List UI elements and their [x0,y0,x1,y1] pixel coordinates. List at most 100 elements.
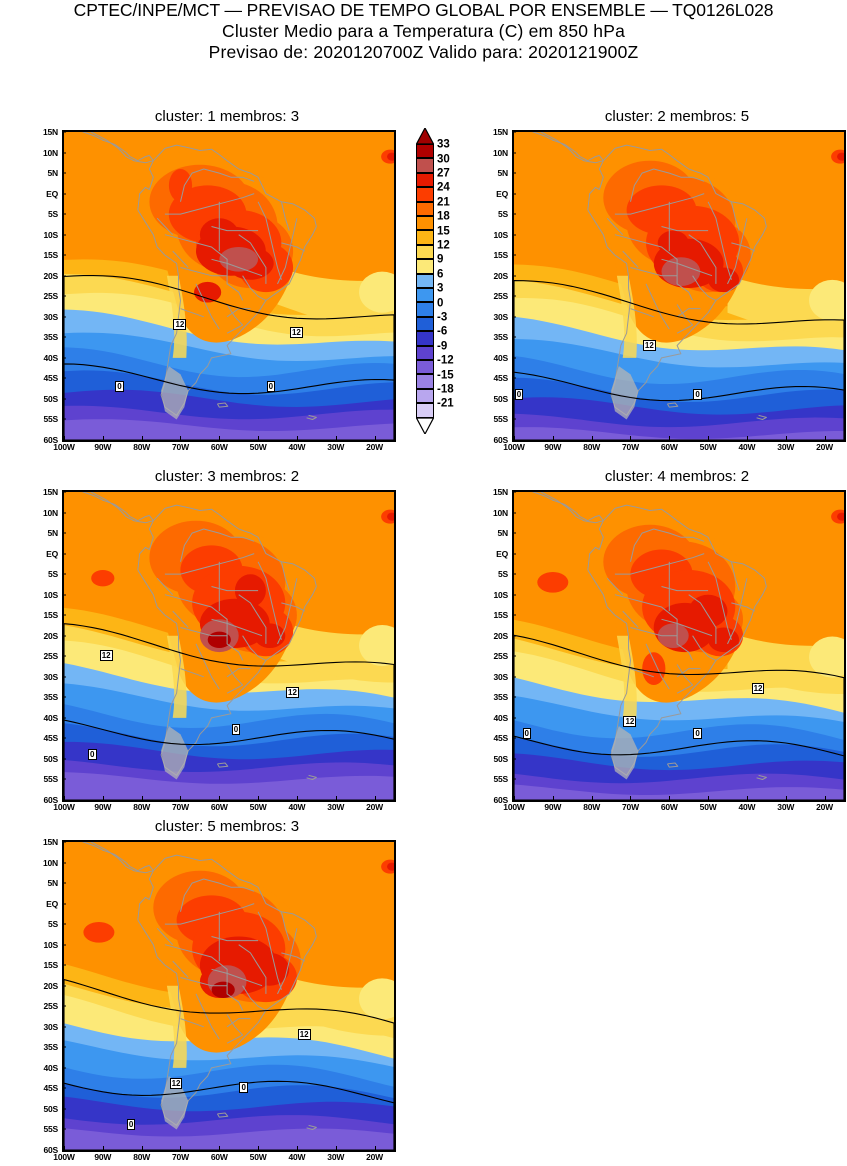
y-axis-tick-label: 5S [48,919,58,930]
y-axis-tick-mark [62,614,66,616]
y-axis-tick-mark [512,512,516,514]
colorbar-tick-label: 0 [437,297,444,310]
panel-title: cluster: 3 membros: 2 [154,468,300,485]
y-axis-tick-label: 50S [43,393,58,404]
x-axis-tick-mark [64,796,65,800]
x-axis-tick-label: 80W [583,802,601,812]
x-axis-tick-mark [514,436,515,440]
x-axis-tick-mark [219,1146,221,1150]
x-axis-tick-mark [591,436,593,440]
y-axis-tick-mark [62,377,66,379]
x-axis-tick-label: 20W [366,1152,384,1162]
x-axis-tick-label: 40W [288,1152,306,1162]
y-axis-tick-mark [62,193,66,195]
y-axis-tick-label: 40S [43,1062,58,1073]
x-axis-tick-label: 20W [816,442,834,452]
y-axis-tick-mark [62,1087,66,1089]
contour-label: 12 [751,683,765,695]
y-axis-tick-mark [512,553,516,555]
map-plot-area[interactable]: 12 12 0 0 [62,840,396,1152]
y-axis-tick-label: 10N [43,507,58,518]
y-axis-tick-label: 50S [43,753,58,764]
contour-label: 12 [286,687,299,699]
y-axis-tick-mark [62,573,66,575]
y-axis-tick-mark [62,275,66,277]
colorbar-tick-label: 27 [437,167,450,180]
y-axis-tick-label: 50S [493,393,508,404]
x-axis-tick-mark [374,436,376,440]
contour-label: 0 [115,380,124,392]
y-axis-tick-label: EQ [496,188,508,199]
x-axis-tick-label: 90W [94,442,112,452]
colorbar-swatch [416,374,434,389]
y-axis-tick-label: 50S [493,753,508,764]
colorbar-tick-label: 3 [437,282,444,295]
contour-label: 12 [623,715,637,727]
y-axis-tick-label: 10S [43,229,58,240]
x-axis-tick-label: 50W [249,802,267,812]
x-axis-tick-label: 90W [544,802,562,812]
x-axis-tick-mark [180,1146,182,1150]
y-axis-tick-mark [62,862,66,864]
x-axis-tick-mark [552,796,554,800]
y-axis-tick-label: 55S [493,774,508,785]
cluster-panel: cluster: 2 membros: 5 12 0 0 15N 10N 5N EQ 5S 10S… [480,108,846,456]
y-axis-tick-mark [62,398,66,400]
x-axis-tick-label: 40W [738,442,756,452]
y-axis-tick-label: 45S [493,733,508,744]
x-axis-tick-mark [785,796,787,800]
y-axis-tick-mark [512,234,516,236]
cluster-panel: cluster: 3 membros: 2 12 12 0 0 15N 10N 5N EQ 5S 1… [30,468,396,816]
chart-header: CPTEC/INPE/MCT — PREVISAO DE TEMPO GLOBA… [0,0,847,63]
panel-title: cluster: 2 membros: 5 [604,108,750,125]
contour-label: 12 [169,1078,183,1090]
y-axis-tick-mark [62,418,66,420]
y-axis-tick-mark [512,614,516,616]
y-axis-tick-label: 15S [493,250,508,261]
y-axis-tick-mark [512,295,516,297]
x-axis-tick-mark [102,796,104,800]
y-axis-tick-label: 45S [43,733,58,744]
x-axis-tick-mark [374,1146,376,1150]
contour-label: 0 [522,728,531,740]
map-plot-area[interactable]: 12 12 0 0 [62,130,396,442]
y-axis-tick-mark [512,152,516,154]
y-axis-tick-label: 15S [43,250,58,261]
y-axis-tick-mark [62,944,66,946]
x-axis-tick-label: 20W [366,802,384,812]
x-axis-tick-label: 70W [172,802,189,812]
x-axis-tick-label: 70W [622,442,639,452]
x-axis-tick-label: 50W [699,802,717,812]
colorbar-tick-label: 9 [437,253,444,266]
map-plot-area[interactable]: 12 12 0 0 [62,490,396,802]
colorbar-swatch [416,172,434,188]
x-axis-tick-mark [219,796,221,800]
x-axis-tick-label: 80W [133,802,151,812]
y-axis-tick-label: 35S [43,1042,58,1053]
y-axis-tick-mark [62,357,66,359]
y-axis-tick-label: 10S [43,939,58,950]
y-axis-tick-label: 40S [493,352,508,363]
x-axis-tick-label: 60W [210,802,228,812]
y-axis-tick-mark [62,964,66,966]
y-axis-tick-mark [62,655,66,657]
y-axis-tick-label: 55S [43,1124,58,1135]
y-axis-tick-mark [62,213,66,215]
colorbar-tick-label: -21 [437,397,454,410]
contour-label: 0 [693,728,702,740]
map-plot-area[interactable]: 12 12 0 0 [512,490,846,802]
contour-label: 0 [266,380,276,392]
contour-label: 0 [514,388,524,400]
map-plot-area[interactable]: 12 0 0 [512,130,846,442]
x-axis-tick-label: 40W [738,802,756,812]
y-axis-tick-label: 5N [47,528,59,539]
y-axis-tick-mark [62,152,66,154]
y-axis-tick-label: 20S [43,980,58,991]
colorbar-swatch [416,388,434,404]
y-axis-tick-mark [512,418,516,420]
cluster-panel: cluster: 5 membros: 3 12 12 0 0 15N 10N 5N EQ 5S 1… [30,818,396,1166]
y-axis-tick-mark [512,213,516,215]
y-axis-tick-label: 10S [43,589,58,600]
y-axis-tick-label: 40S [43,712,58,723]
y-axis-tick-mark [512,398,516,400]
